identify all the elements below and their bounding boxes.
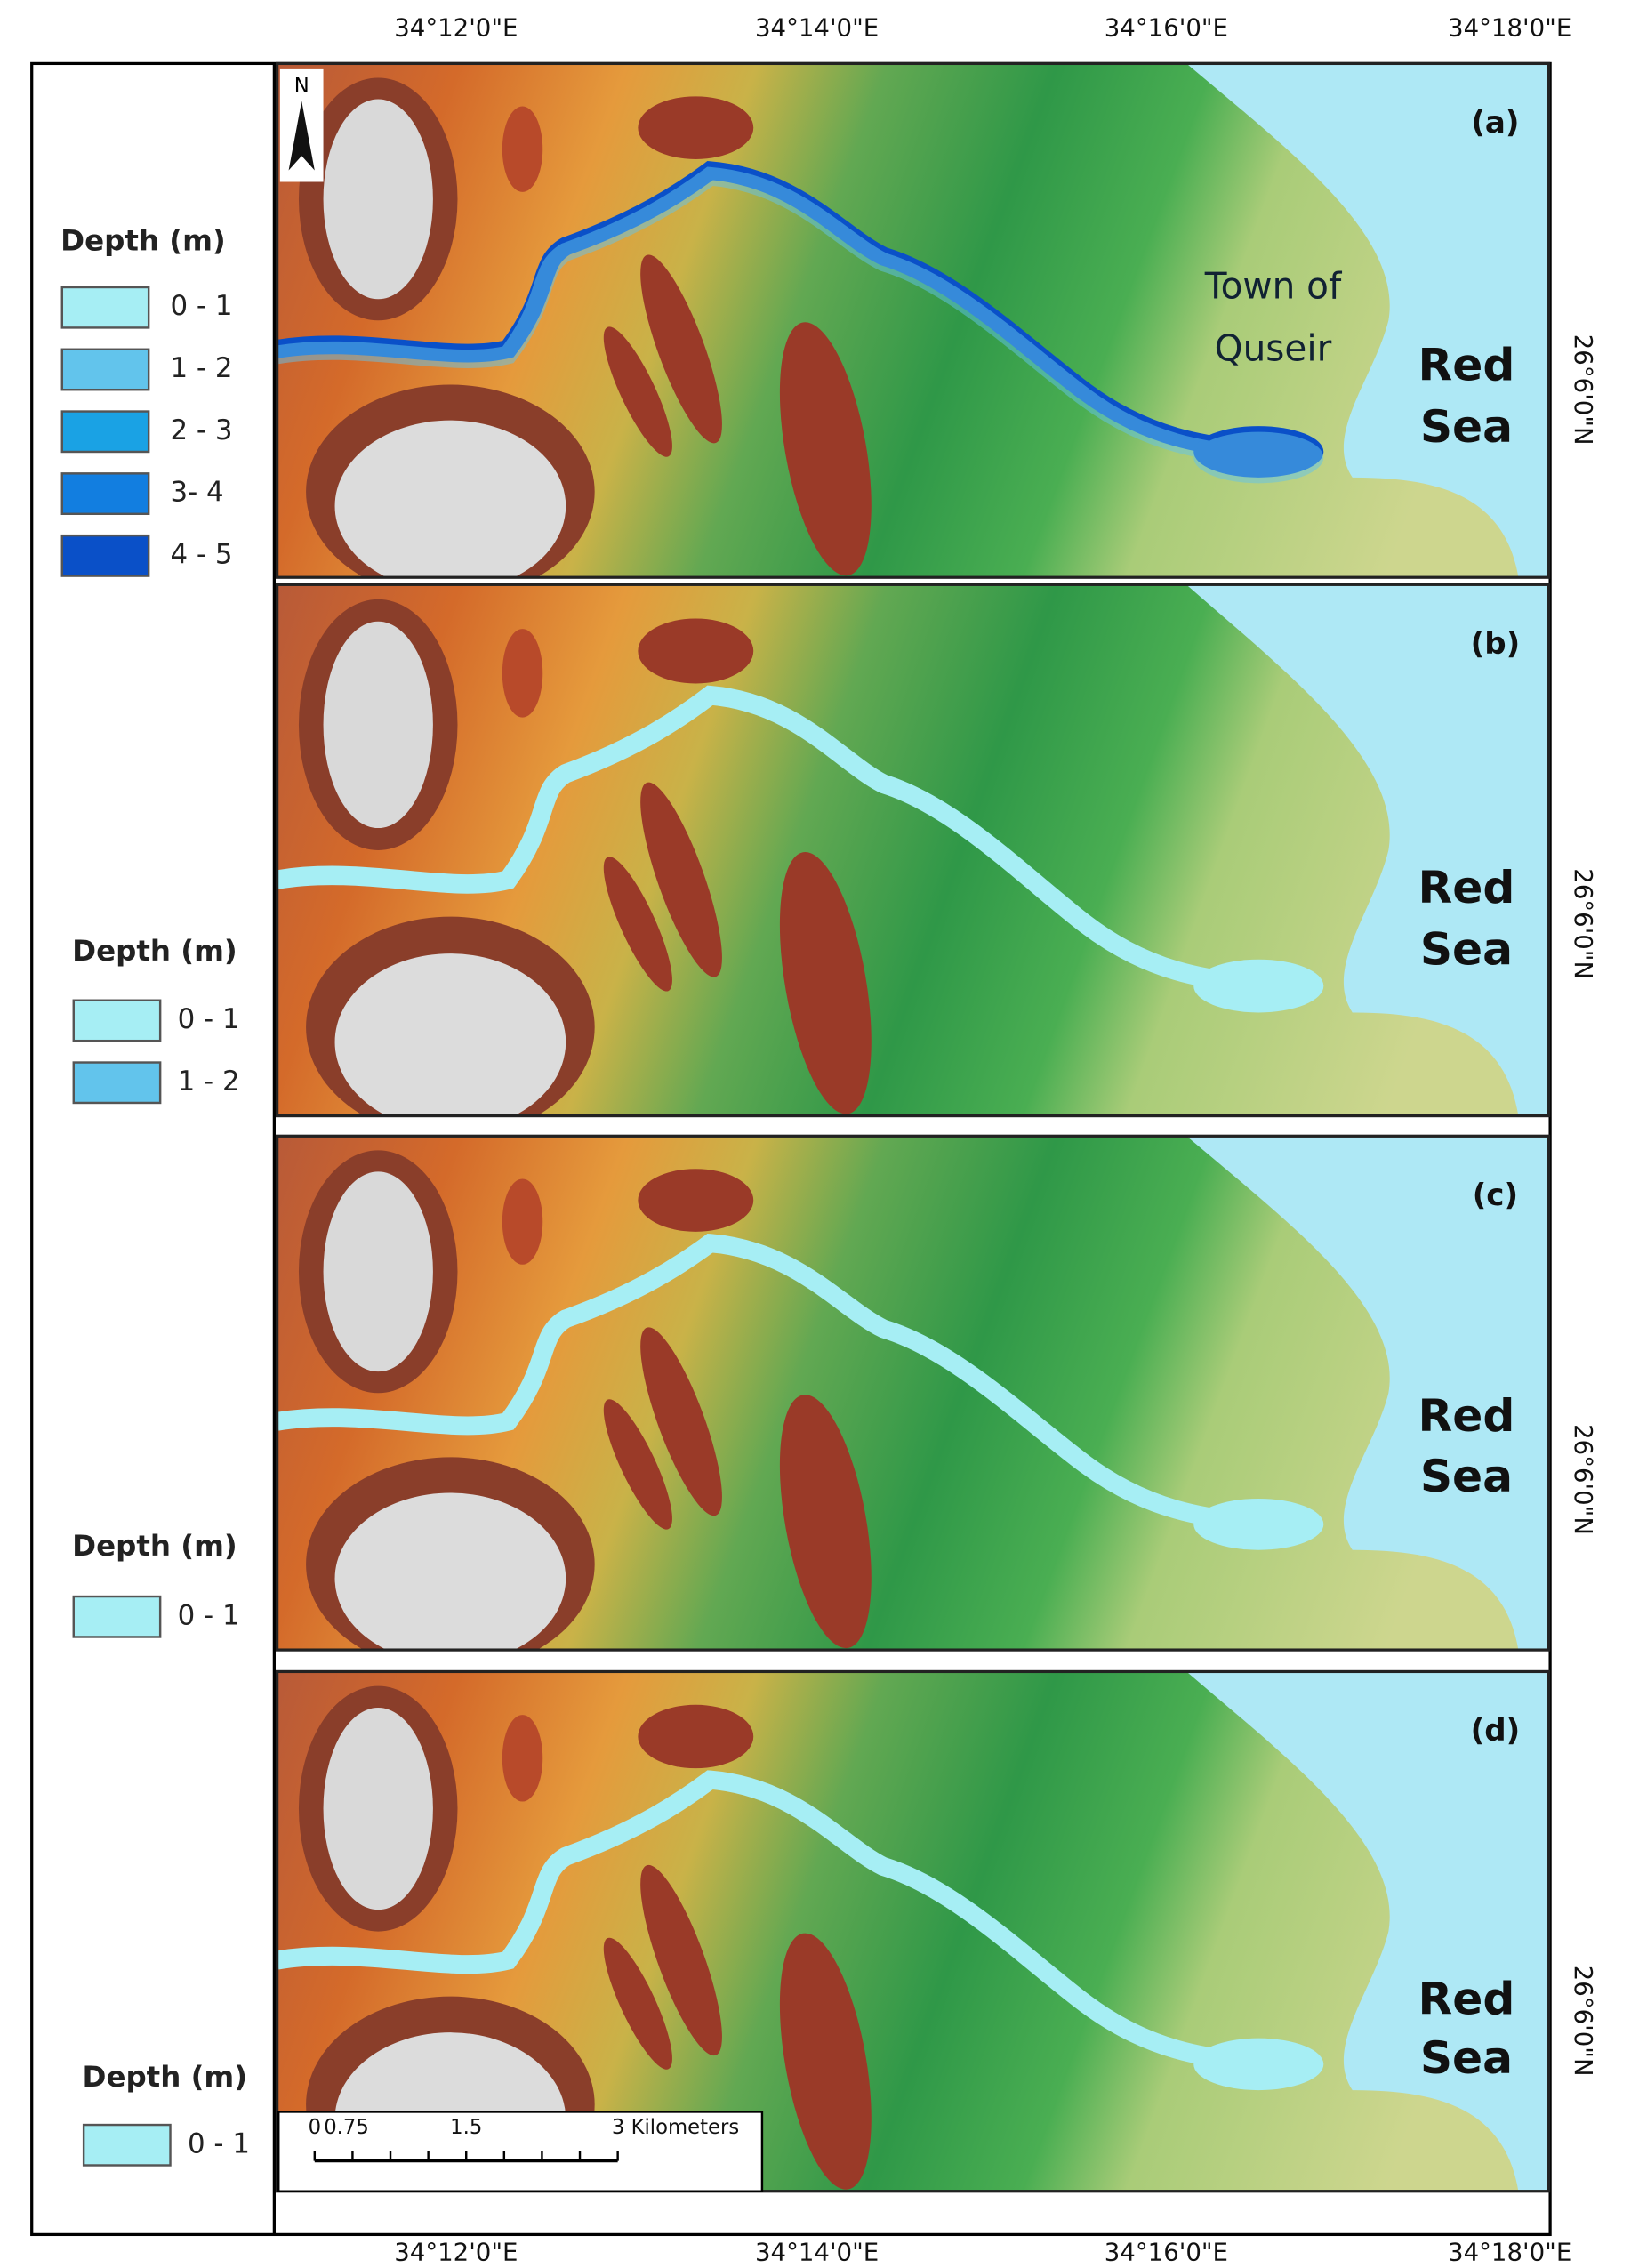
legend-swatch [60,472,150,516]
top-axis-label: 34°12'0"E [394,12,518,42]
bottom-axis-label: 34°14'0"E [755,2238,879,2267]
legend-title: Depth (m) [72,934,237,968]
legend-swatch [60,410,150,454]
top-axis-label: 34°16'0"E [1105,12,1228,42]
legend-label: 1 - 2 [171,352,233,384]
panel-border [275,1134,1551,1652]
legend-swatch [72,999,162,1042]
panel-label: (c) [1473,1178,1518,1213]
legend-swatch [72,1595,162,1638]
scale-bar-label: 1.5 [450,2116,482,2139]
scale-bar-label: 3 Kilometers [612,2116,739,2139]
sea-label: Sea [1420,400,1513,453]
legend-label: 0 - 1 [171,290,233,322]
right-axis-label: 26°6'0"N [1569,1966,1598,2077]
legend-title: Depth (m) [83,2060,248,2094]
panel-label: (d) [1471,1713,1521,1749]
legend-swatch [60,348,150,391]
sea-label: Sea [1420,2031,1513,2084]
sea-label: Red [1418,1389,1515,1442]
panel-border [275,583,1551,1118]
bottom-axis-label: 34°12'0"E [394,2238,518,2267]
sea-label: Red [1418,1973,1515,2025]
figure-body: (a) Red Sea Town of Quseir Depth (m) 0 - 1 1 - … [30,12,1598,2267]
legend-title: Depth (m) [72,1529,237,1563]
sea-label: Red [1418,338,1515,390]
sea-label: Sea [1420,1450,1513,1502]
legend-label: 2 - 3 [171,414,233,446]
town-label: Town of [1204,265,1343,308]
legend-label: 3- 4 [171,477,224,509]
top-axis-label: 34°14'0"E [755,12,879,42]
right-axis-label: 26°6'0"N [1569,1424,1598,1535]
town-label: Quseir [1215,326,1332,369]
legend-label: 0 - 1 [188,2127,250,2159]
sea-label: Sea [1420,923,1513,976]
legend-label: 4 - 5 [171,538,233,570]
scale-bar-label: 0 [309,2116,321,2139]
terrain-map [277,1136,1549,1651]
right-axis-label: 26°6'0"N [1569,868,1598,979]
panel-border [275,1669,1551,2193]
north-label: N [294,75,309,98]
panel-border [275,61,1551,579]
legend-swatch [82,2123,172,2167]
scale-bar-box [277,2111,764,2192]
legend-label: 1 - 2 [178,1066,240,1098]
terrain-map [277,63,1549,578]
top-axis-label: 34°18'0"E [1448,12,1571,42]
bottom-axis-label: 34°18'0"E [1448,2238,1571,2267]
legend-swatch [60,286,150,329]
north-arrow [288,101,315,171]
legend-label: 0 - 1 [178,1599,240,1631]
scale-bar-label: 0.75 [324,2116,369,2139]
bottom-axis-label: 34°16'0"E [1105,2238,1228,2267]
panel-label: (a) [1471,105,1519,141]
right-axis-label: 26°6'0"N [1569,334,1598,446]
legend-swatch [60,534,150,577]
legend-title: Depth (m) [60,224,226,258]
terrain-map [277,584,1549,1116]
legend-swatch [72,1061,162,1105]
legend-label: 0 - 1 [178,1003,240,1035]
sea-label: Red [1418,861,1515,913]
panel-label: (b) [1471,626,1521,662]
